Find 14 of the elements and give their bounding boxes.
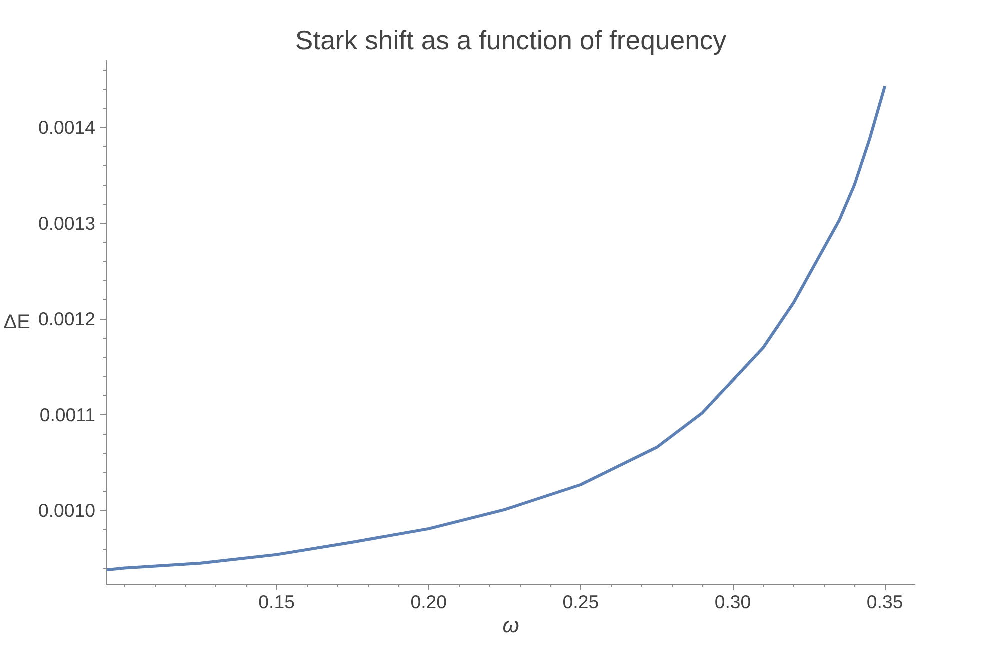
- y-tick-label: 0.0012: [38, 308, 96, 330]
- y-tick-label: 0.0011: [40, 404, 96, 426]
- x-tick-label: 0.30: [714, 592, 752, 612]
- x-tick-label: 0.20: [410, 592, 448, 612]
- x-tick-label: 0.35: [866, 592, 904, 612]
- chart-title: Stark shift as a function of frequency: [295, 26, 728, 56]
- x-tick-label: 0.25: [562, 592, 600, 612]
- y-tick-label: 0.0013: [38, 212, 96, 234]
- x-axis-title: ω: [502, 614, 520, 638]
- x-tick-label: 0.15: [258, 592, 295, 612]
- y-axis-title: ΔE: [4, 312, 30, 334]
- y-tick-label: 0.0010: [38, 500, 96, 522]
- y-tick-label: 0.0014: [38, 117, 96, 138]
- line-series: [106, 84, 887, 572]
